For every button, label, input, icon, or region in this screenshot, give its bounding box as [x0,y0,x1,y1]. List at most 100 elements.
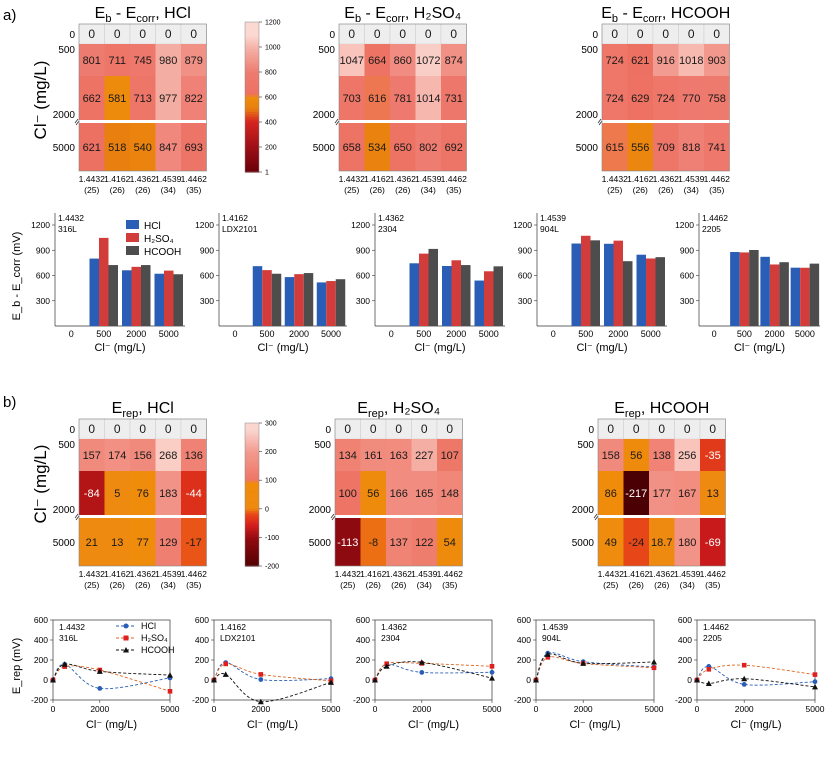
heatmap-value: 137 [390,537,408,549]
heatmap-cell [411,518,437,566]
heatmap-cell [364,44,390,76]
colorbar-tick-label: 800 [265,70,277,77]
heatmap-value: 0 [88,422,95,436]
heatmap-cell [390,76,416,120]
colorbar-segment [245,525,259,529]
point-hcooh [328,679,334,685]
colorbar-segment [245,477,259,481]
heatmap-cell [386,471,412,515]
heatmap-value: 107 [441,450,459,462]
heatmap-cell [649,518,675,566]
colorbar-segment [245,492,259,496]
colorbar-tick-label: 1200 [265,20,281,27]
heatmap-value: 0 [446,422,453,436]
heatmap-row-label: 5000 [313,143,336,154]
heatmap-value: 56 [367,488,379,500]
heatmap-col-label: 1.4162 [623,569,650,579]
y-tick-label: -200 [353,695,370,705]
heatmap-a-h2so4: Eb - Ecorr, H₂SO₄ 0 0 0 0 0 0 500 1047 664 860 1072… [313,5,467,195]
x-axis-label: Cl⁻ (mg/L) [408,719,459,731]
y-tick-label: 200 [195,655,209,665]
y-tick-label: 1200 [513,220,532,230]
heatmap-col-label: 1.4432 [602,174,629,184]
heatmap-value: 76 [137,488,149,500]
heatmap-row-label: 0 [325,425,331,436]
heatmap-value: 174 [108,450,126,462]
bar [173,274,183,326]
colorbar-segment [245,530,259,534]
colorbar-segment [245,513,259,517]
heatmap-cell [441,44,467,76]
subplot-label-grade: 1.4462 [703,622,729,632]
title-part: - E [618,5,643,22]
legend-swatch-h2so4 [126,233,139,242]
heatmap-col-label: 1.4539 [415,174,442,184]
heatmap-cell [649,471,675,515]
title-part: E [357,400,368,417]
y-tick-label: 0 [43,675,48,685]
x-tick-label: 5000 [159,329,179,339]
x-axis-label: Cl⁻ (mg/L) [247,719,298,731]
colorbar-segment [245,124,259,128]
y-tick-label: 1200 [31,220,50,230]
point-hcooh [533,677,539,683]
series-line [213,663,332,682]
colorbar-segment [245,470,259,474]
heatmap-cell [623,439,649,471]
heatmap-break [339,120,467,123]
heatmap-col-sublabel: (26) [366,580,381,590]
colorbar-segment [245,551,259,555]
heatmap-value: 1047 [340,55,364,67]
heatmap-value: 711 [108,55,126,67]
subplot-label-name: 2304 [381,633,400,643]
colorbar-segment [245,82,259,86]
colorbar-segment [245,563,259,567]
y-tick-label: 200 [356,655,370,665]
heatmap-value: 703 [343,93,361,105]
panel-b-label: b) [3,394,16,411]
colorbar-segment [245,39,259,43]
x-tick-label: 0 [695,704,700,714]
x-tick-label: 500 [96,329,111,339]
point-h2so4 [258,672,264,677]
x-tick-label: 5000 [795,329,815,339]
colorbar-segment [245,558,259,562]
colorbar-segment [245,169,259,173]
heatmap-value: 860 [394,55,412,67]
heatmap-row-label: 0 [69,425,75,436]
heatmap-col-label: 1.4432 [339,174,366,184]
y-tick-label: 900 [200,245,214,255]
point-hcl [489,669,495,675]
heatmap-value: 156 [134,450,152,462]
colorbar-segment [245,157,259,161]
heatmap-cell [386,439,412,471]
heatmap-cell [339,123,365,171]
heatmap-col-sublabel: (34) [421,185,436,195]
heatmap-col-label: 1.4362 [653,174,680,184]
heatmap-value: 227 [415,450,433,462]
heatmap-cell [130,439,156,471]
colorbar-segment [245,127,259,131]
heatmap-row-label: 2000 [576,110,599,121]
colorbar-segment [245,72,259,76]
heatmap-value: 21 [86,537,98,549]
colorbar-segment [245,77,259,81]
colorbar-segment [245,430,259,434]
heatmap-cell [602,76,628,120]
point-h2so4 [812,672,818,677]
point-h2so4 [167,689,173,694]
heatmap-cell [364,123,390,171]
heatmap-value: 540 [134,142,152,154]
heatmap-cell [390,123,416,171]
colorbar-segment [245,556,259,560]
colorbar-segment [245,117,259,121]
heatmap-row-label: 500 [577,440,594,451]
colorbar-segment [245,27,259,31]
title-part: E [112,400,123,417]
bar [326,281,336,326]
y-tick-label: 1200 [195,220,214,230]
series-line [374,661,493,681]
